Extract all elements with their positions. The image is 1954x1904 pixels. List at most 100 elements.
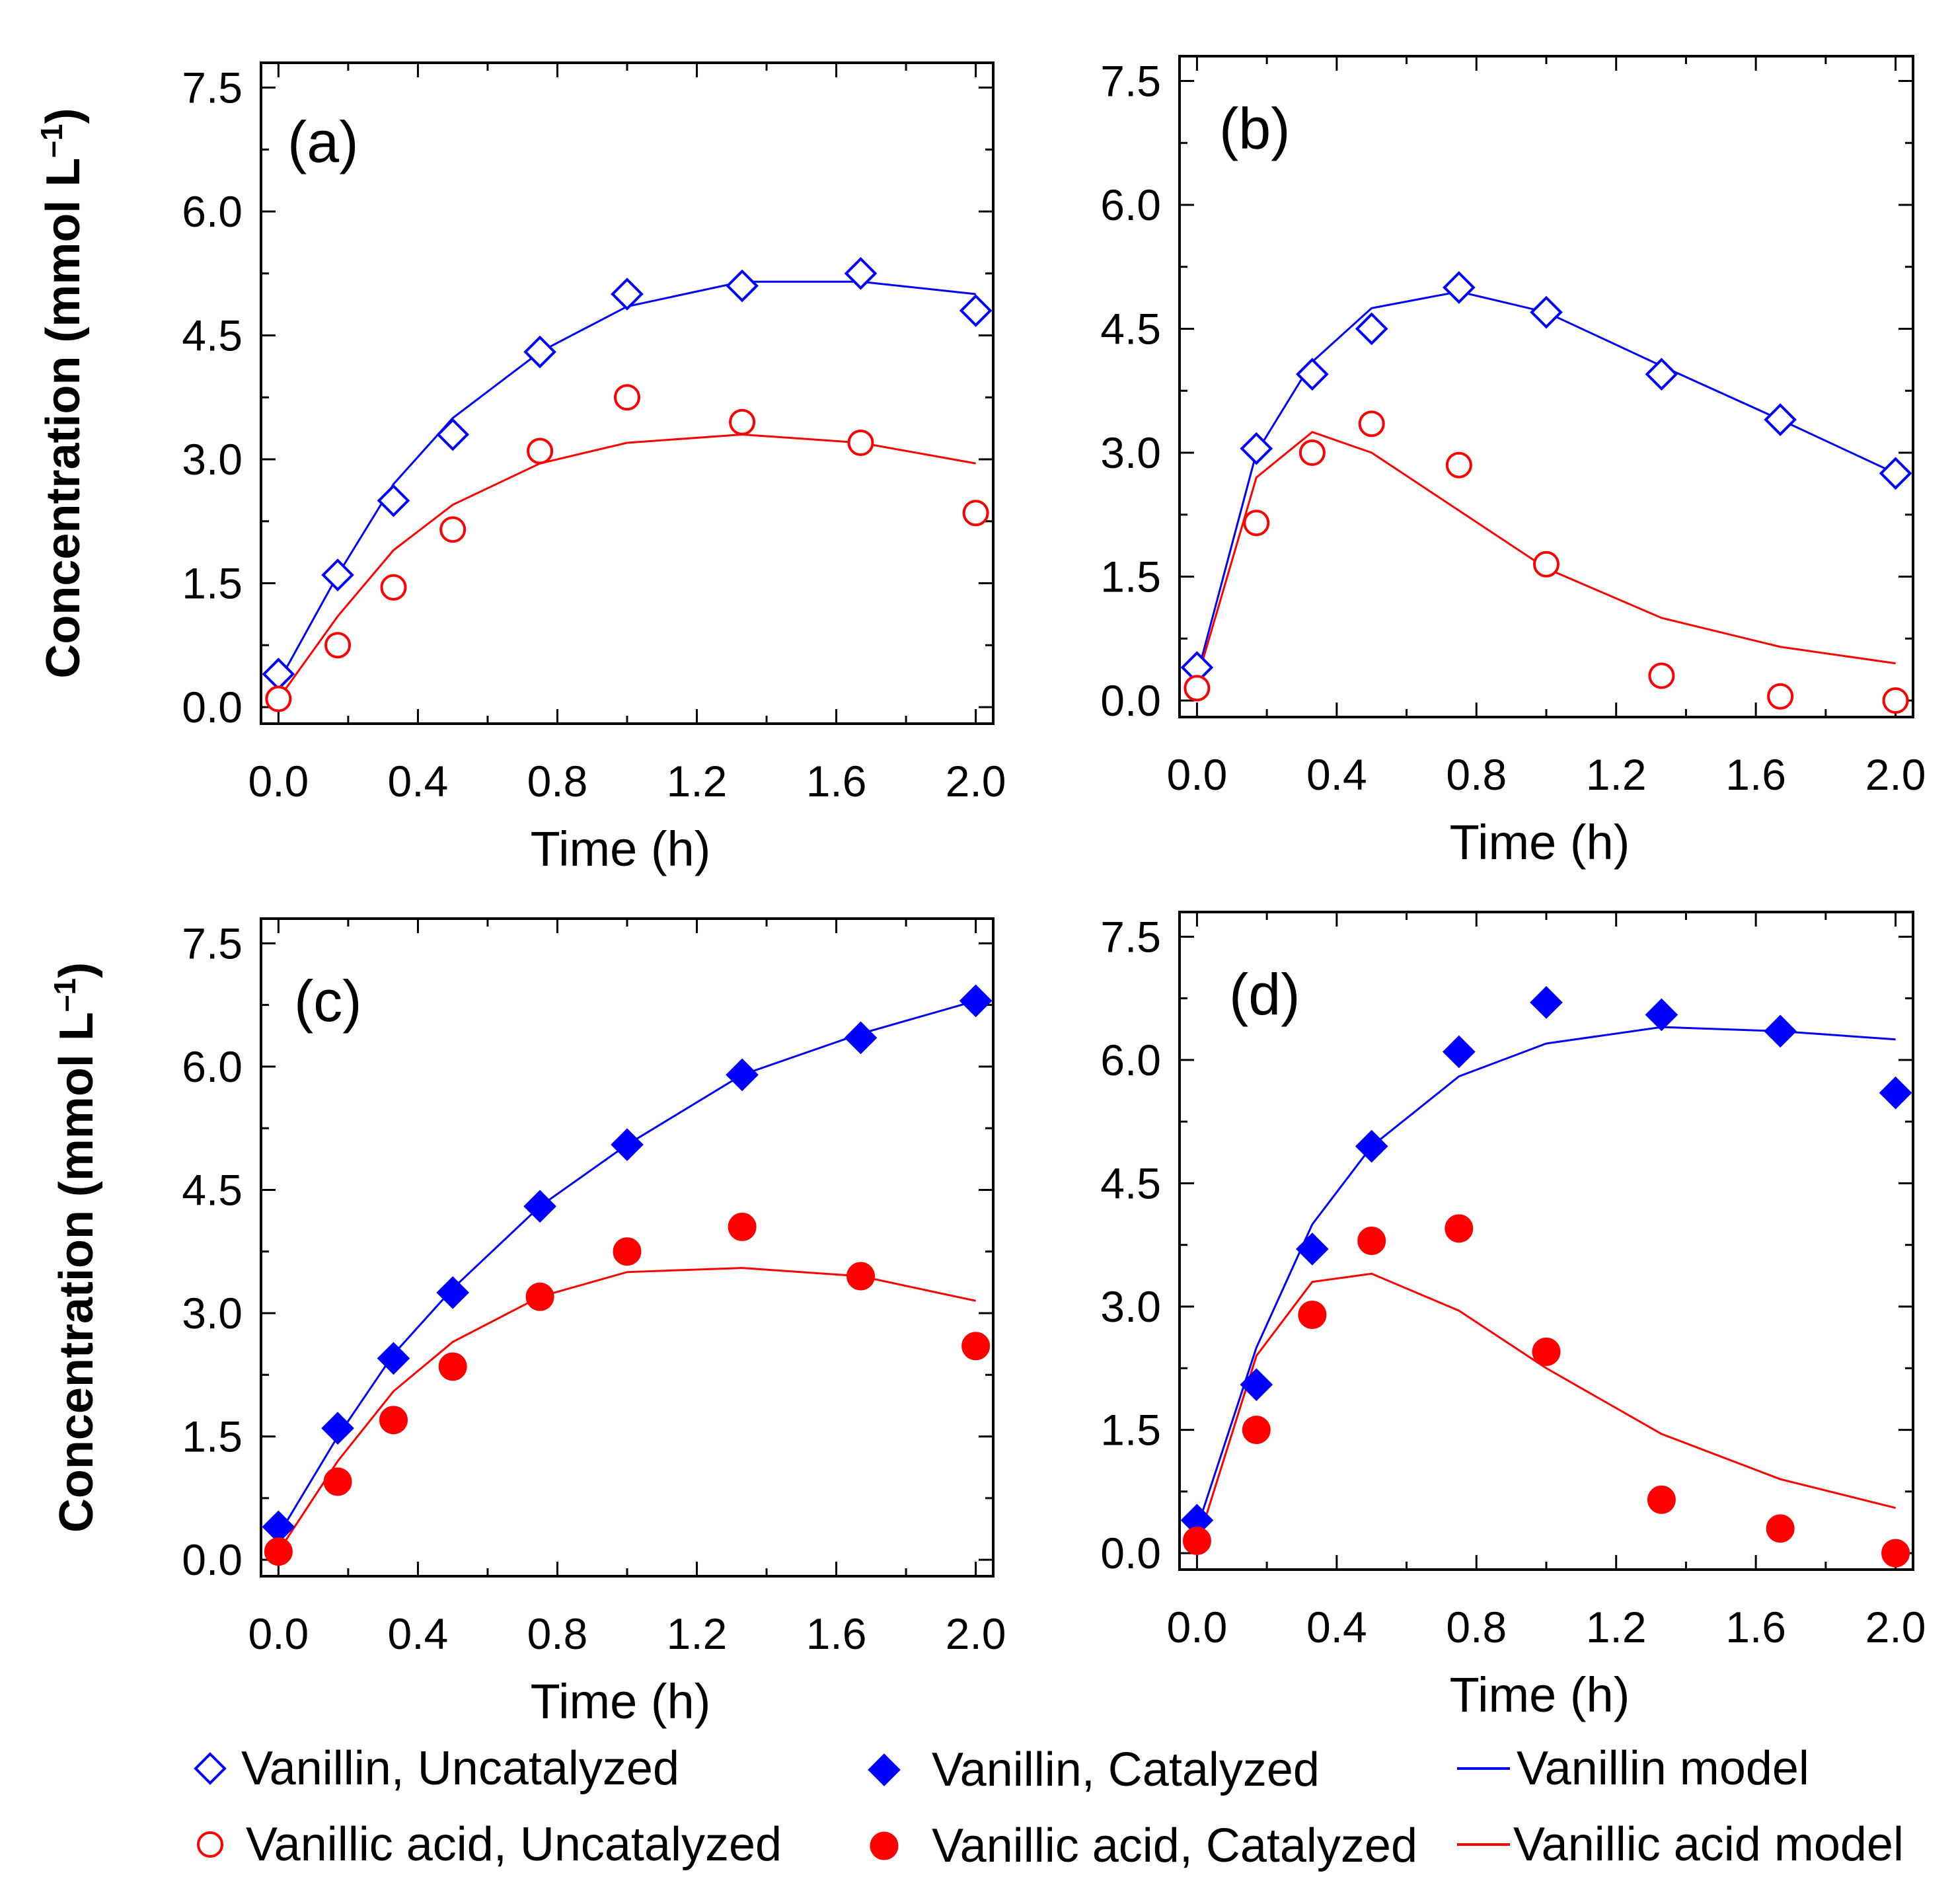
data-point (1357, 1227, 1386, 1255)
data-point (523, 1190, 556, 1223)
x-tick-label: 0.4 (1306, 750, 1367, 799)
x-tick-label: 0.0 (1167, 750, 1228, 799)
x-tick-label: 1.2 (667, 1609, 728, 1658)
data-point (1296, 358, 1329, 391)
legend-label: Vanillin model (1517, 1742, 1809, 1795)
x-axis-title: Time (h) (531, 1674, 711, 1729)
data-point (1533, 551, 1559, 578)
data-point (1645, 358, 1678, 391)
data-point (436, 1276, 470, 1309)
y-axis-title: Concentration (mmol L–1) (48, 962, 103, 1533)
y-tick-label: 7.5 (182, 919, 243, 968)
data-point (1443, 271, 1476, 304)
data-point (1879, 1076, 1912, 1110)
x-tick-label: 0.8 (527, 1609, 588, 1658)
data-point (321, 558, 354, 591)
legend-label: Vanillic acid, Uncatalyzed (246, 1818, 782, 1871)
data-point (1532, 1337, 1561, 1366)
y-tick-label: 6.0 (182, 187, 243, 236)
data-point (1445, 451, 1472, 478)
x-tick-label: 0.8 (527, 757, 588, 806)
data-point (1358, 410, 1385, 438)
data-point (613, 1237, 642, 1266)
data-point (962, 500, 989, 527)
data-point (1647, 1485, 1676, 1514)
legend-item: Vanillin, Uncatalyzed (194, 1742, 679, 1795)
data-point (614, 384, 640, 411)
y-tick-label: 6.0 (1100, 180, 1161, 229)
data-point (1243, 510, 1270, 537)
vanillic-acid-model-line (278, 433, 976, 700)
vanillic-acid-uncatalyzed-series (1184, 410, 1909, 714)
vanillic-acid-model-line (1195, 1272, 1896, 1546)
vanillin-model-line (278, 280, 976, 683)
data-point (527, 438, 554, 465)
data-point (1764, 403, 1797, 436)
vanillin-uncatalyzed-series (1180, 271, 1912, 684)
legend-item: Vanillin model (1457, 1742, 1809, 1795)
y-tick-label: 0.0 (182, 1535, 243, 1584)
x-tick-label: 2.0 (946, 1609, 1006, 1658)
y-tick-label: 6.0 (1100, 1036, 1161, 1085)
data-point (1355, 312, 1388, 346)
data-point (439, 516, 467, 543)
data-point (264, 1537, 293, 1566)
y-tick-label: 1.5 (182, 1412, 243, 1461)
legend-label: Vanillin, Catalyzed (932, 1743, 1320, 1796)
data-point (321, 1412, 354, 1445)
data-point (846, 1262, 876, 1291)
y-tick-label: 4.5 (1100, 1159, 1161, 1207)
data-point (1184, 675, 1211, 702)
vanillin-catalyzed-series (262, 984, 993, 1544)
y-axis-title: Concentration (mmol L–1) (34, 108, 90, 678)
x-tick-label: 0.0 (1167, 1603, 1228, 1652)
data-point (1645, 998, 1678, 1032)
x-tick-label: 1.6 (1725, 1603, 1786, 1652)
data-point (1881, 1539, 1910, 1568)
data-point (1298, 1300, 1327, 1329)
x-axis-title: Time (h) (531, 821, 711, 876)
data-point (726, 1058, 759, 1092)
data-point (1766, 1514, 1795, 1543)
data-point (726, 269, 759, 303)
data-point (438, 1352, 467, 1381)
y-tick-label: 7.5 (1100, 912, 1161, 961)
vanillin-model-line (1196, 1026, 1896, 1529)
data-point (729, 408, 756, 436)
legend-swatch (197, 1831, 223, 1858)
x-tick-label: 1.2 (1586, 750, 1647, 799)
data-point (959, 984, 993, 1018)
data-point (1445, 1214, 1474, 1243)
y-tick-label: 4.5 (182, 311, 243, 360)
y-tick-label: 1.5 (182, 559, 243, 608)
x-tick-label: 0.0 (248, 1609, 309, 1658)
data-point (961, 1332, 991, 1361)
vanillin-catalyzed-series (1180, 985, 1912, 1537)
legend-item: Vanillic acid, Catalyzed (870, 1819, 1417, 1872)
data-point (1443, 1035, 1476, 1069)
legend: Vanillin, Uncatalyzed Vanillic acid, Unca… (194, 1742, 1904, 1872)
data-point (1355, 1129, 1388, 1163)
legend-item: Vanillic acid model (1457, 1818, 1904, 1871)
x-tick-label: 0.4 (388, 757, 449, 806)
data-point (1648, 662, 1675, 689)
x-tick-label: 0.0 (248, 757, 309, 806)
panel-c: 0.0 0.4 0.8 1.2 1.6 2.0 0.0 1.5 3.0 4.5 6.0 7.5 Time… (48, 917, 1006, 1729)
legend-swatch (868, 1753, 901, 1786)
data-point (728, 1212, 757, 1241)
y-tick-label: 7.5 (1100, 57, 1161, 106)
data-point (1767, 683, 1794, 710)
data-point (1240, 432, 1273, 465)
legend-label: Vanillic acid model (1513, 1818, 1904, 1871)
data-point (265, 685, 292, 712)
x-axis-title: Time (h) (1450, 1667, 1630, 1722)
data-point (380, 574, 407, 601)
y-tick-label: 1.5 (1100, 1406, 1161, 1455)
x-tick-label: 1.2 (667, 757, 728, 806)
x-tick-label: 0.8 (1446, 1603, 1507, 1652)
x-tick-label: 1.2 (1586, 1603, 1647, 1652)
data-point (1879, 457, 1912, 490)
data-point (377, 1342, 410, 1375)
data-point (1882, 687, 1909, 714)
x-tick-label: 1.6 (806, 757, 867, 806)
